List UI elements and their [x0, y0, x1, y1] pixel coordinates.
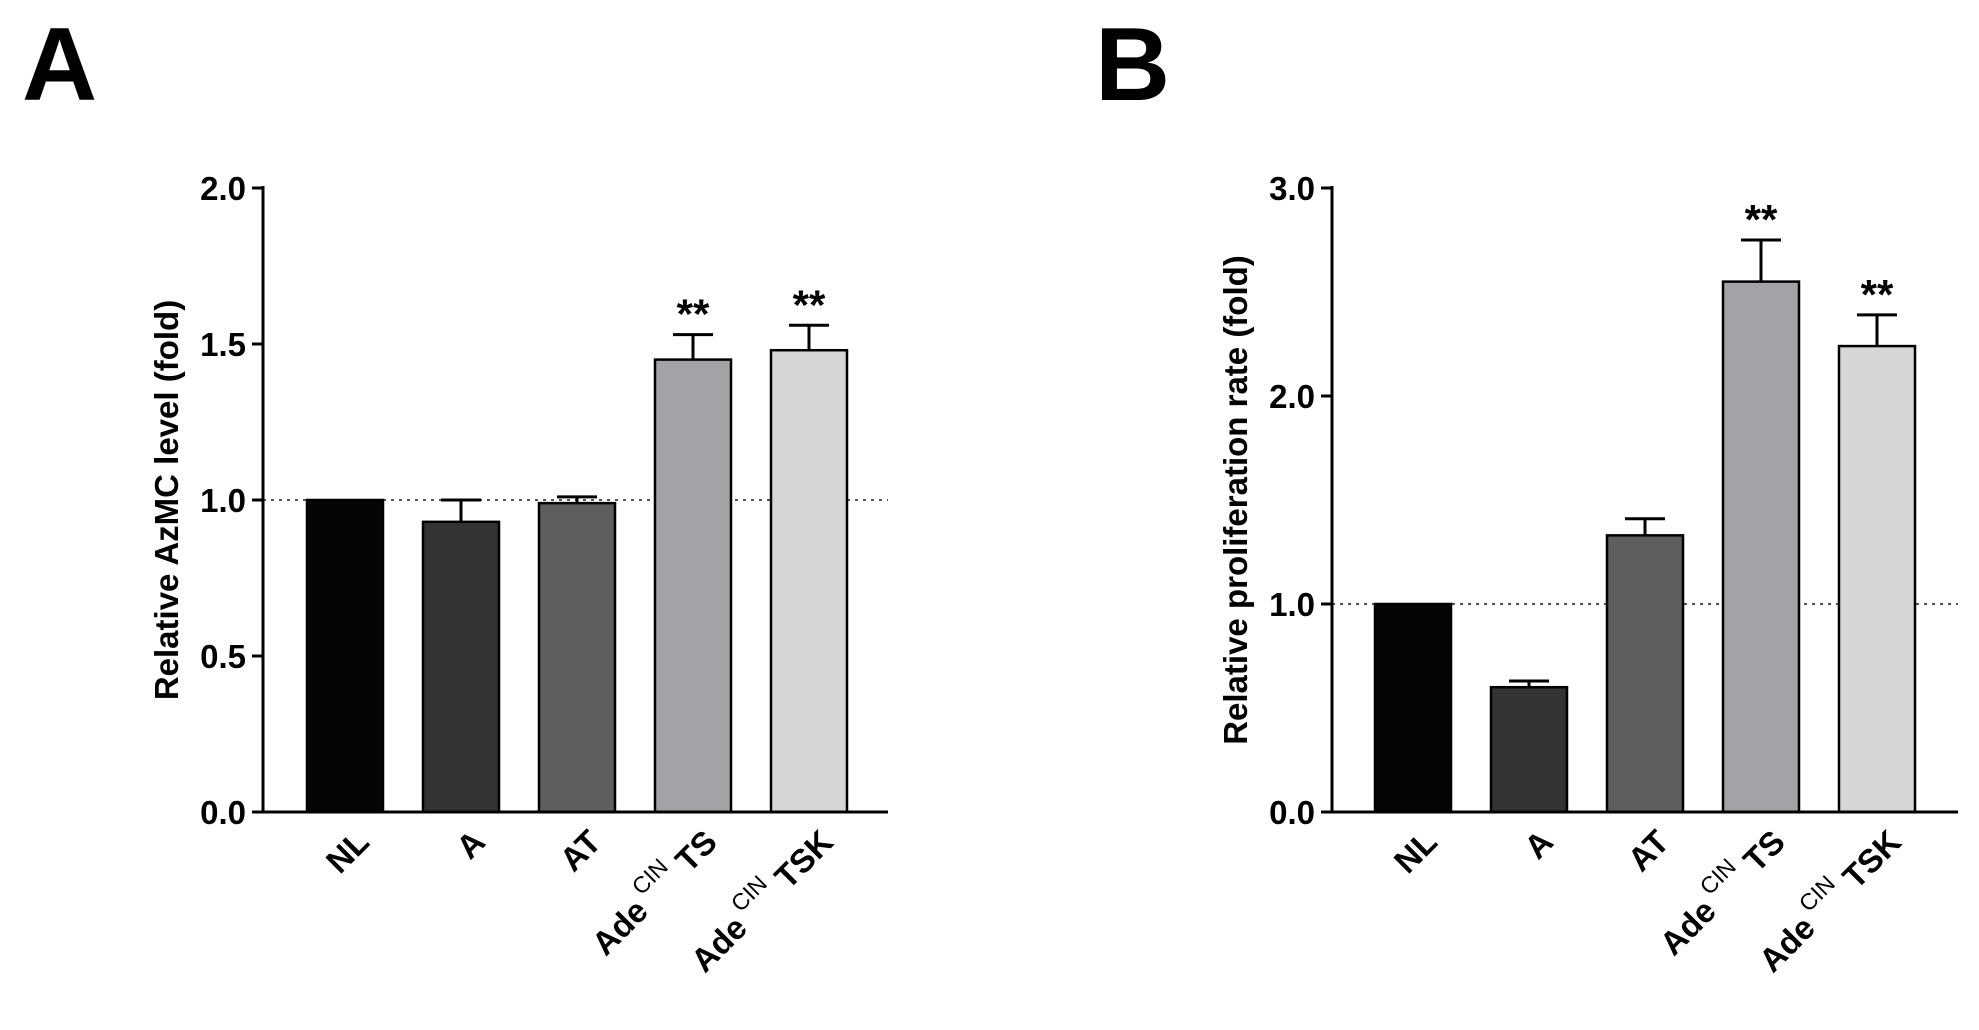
y-tick-label: 3.0: [1269, 170, 1315, 207]
bar-tsk: [1837, 344, 1917, 814]
x-tick-label-main: AT: [1620, 823, 1676, 879]
x-tick-label-main: NL: [319, 823, 376, 880]
x-tick-label-prefix: Ade: [1653, 892, 1723, 962]
x-tick-label-main: TSK: [767, 823, 840, 896]
y-tick-label: 2.0: [200, 170, 246, 207]
y-tick-label: 1.0: [1269, 586, 1315, 623]
y-tick-label: 0.0: [1269, 794, 1315, 831]
x-tick-label-main: TSK: [1835, 823, 1908, 896]
x-tick-label-a: A: [1517, 823, 1560, 866]
x-tick-label-main: A: [449, 823, 492, 866]
bar-tsk: [769, 348, 849, 814]
x-tick-label-at: AT: [552, 823, 608, 879]
x-tick-label-superscript: CIN: [1794, 870, 1840, 916]
y-axis-title: Relative AzMC level (fold): [148, 300, 185, 700]
x-tick-label-superscript: CIN: [1695, 853, 1741, 899]
x-tick-label-main: A: [1517, 823, 1560, 866]
y-tick-label: 1.0: [200, 482, 246, 519]
y-tick-label: 0.5: [200, 638, 246, 675]
x-tick-label-prefix: Ade: [684, 909, 754, 979]
x-tick-label-at: AT: [1620, 823, 1676, 879]
y-tick-label: 0.0: [200, 794, 246, 831]
x-tick-label-superscript: CIN: [726, 870, 772, 916]
y-tick-label: 1.5: [200, 326, 246, 363]
chart-panel-a: ** ** 0.0 0.5 1.0 1.5 2.0 Relative AzMC level (…: [148, 170, 888, 979]
significance-label: **: [793, 281, 826, 328]
bar-at: [537, 501, 617, 814]
x-tick-label-nl: NL: [319, 823, 376, 880]
panel-a-label: A: [22, 7, 97, 123]
bar-at: [1605, 534, 1685, 814]
x-tick-label-prefix: Ade: [1752, 909, 1822, 979]
bar-ts: [653, 358, 733, 814]
x-tick-label-prefix: Ade: [585, 892, 655, 962]
panel-b-label: B: [1095, 7, 1170, 123]
significance-label: **: [1745, 196, 1778, 243]
bar-ts: [1721, 280, 1801, 814]
x-tick-label-main: TS: [668, 823, 724, 879]
y-tick-label: 2.0: [1269, 378, 1315, 415]
x-tick-label-superscript: CIN: [627, 853, 673, 899]
x-tick-label-nl: NL: [1387, 823, 1444, 880]
y-axis-title: Relative proliferation rate (fold): [1217, 255, 1254, 745]
chart-panel-b: ** ** 0.0 1.0 2.0 3.0 Relative proliferation r…: [1217, 170, 1958, 979]
bar-nl: [1373, 602, 1453, 814]
significance-label: **: [1861, 271, 1894, 318]
x-tick-label-main: TS: [1736, 823, 1792, 879]
bar-nl: [305, 498, 385, 814]
x-tick-label-main: NL: [1387, 823, 1444, 880]
x-tick-label-main: AT: [552, 823, 608, 879]
significance-label: **: [677, 291, 710, 338]
bar-a: [1489, 685, 1569, 814]
bar-a: [421, 520, 501, 814]
x-tick-label-a: A: [449, 823, 492, 866]
